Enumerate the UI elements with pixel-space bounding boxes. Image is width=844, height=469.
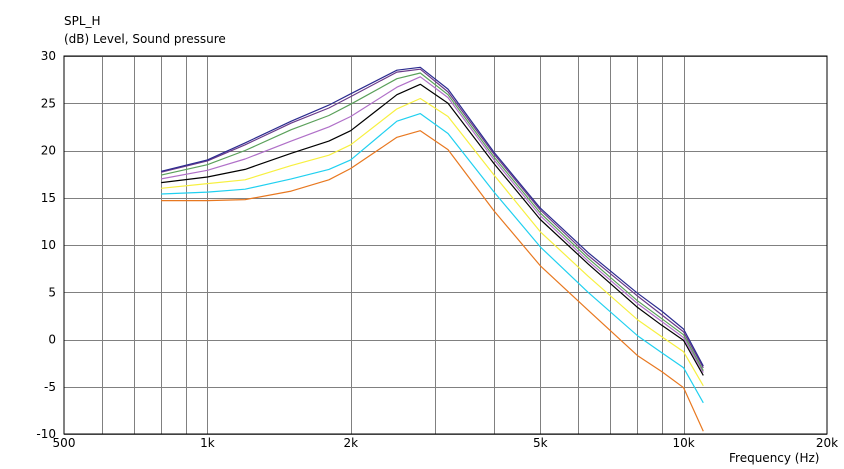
y-tick-label: -10 xyxy=(36,427,56,441)
plot-frame xyxy=(63,55,828,435)
x-tick-label: 5k xyxy=(533,436,548,450)
x-tick-label: 1k xyxy=(200,436,215,450)
y-tick-label: 20 xyxy=(41,144,56,158)
series-line xyxy=(161,76,704,373)
series-line xyxy=(161,112,704,404)
series-line xyxy=(161,68,704,369)
series-line xyxy=(161,83,704,376)
chart-title: SPL_H xyxy=(64,14,101,28)
y-tick-label: 10 xyxy=(41,238,56,252)
grid-lines xyxy=(64,56,827,435)
y-tick-label: 25 xyxy=(41,96,56,110)
y-tick-label: 5 xyxy=(48,285,56,299)
series-line xyxy=(161,66,704,367)
y-tick-label: 15 xyxy=(41,191,56,205)
y-tick-label: 0 xyxy=(48,333,56,347)
series-line xyxy=(161,72,704,371)
series-group xyxy=(161,66,704,432)
x-tick-label: 20k xyxy=(816,436,838,450)
x-axis-label: Frequency (Hz) xyxy=(729,451,820,465)
series-line xyxy=(161,97,704,387)
series-line xyxy=(161,130,704,432)
y-axis-label: (dB) Level, Sound pressure xyxy=(64,32,226,46)
y-tick-label: -5 xyxy=(44,380,56,394)
x-tick-label: 10k xyxy=(673,436,695,450)
y-tick-label: 30 xyxy=(41,49,56,63)
x-tick-label: 2k xyxy=(343,436,358,450)
x-tick-label: 500 xyxy=(53,436,76,450)
